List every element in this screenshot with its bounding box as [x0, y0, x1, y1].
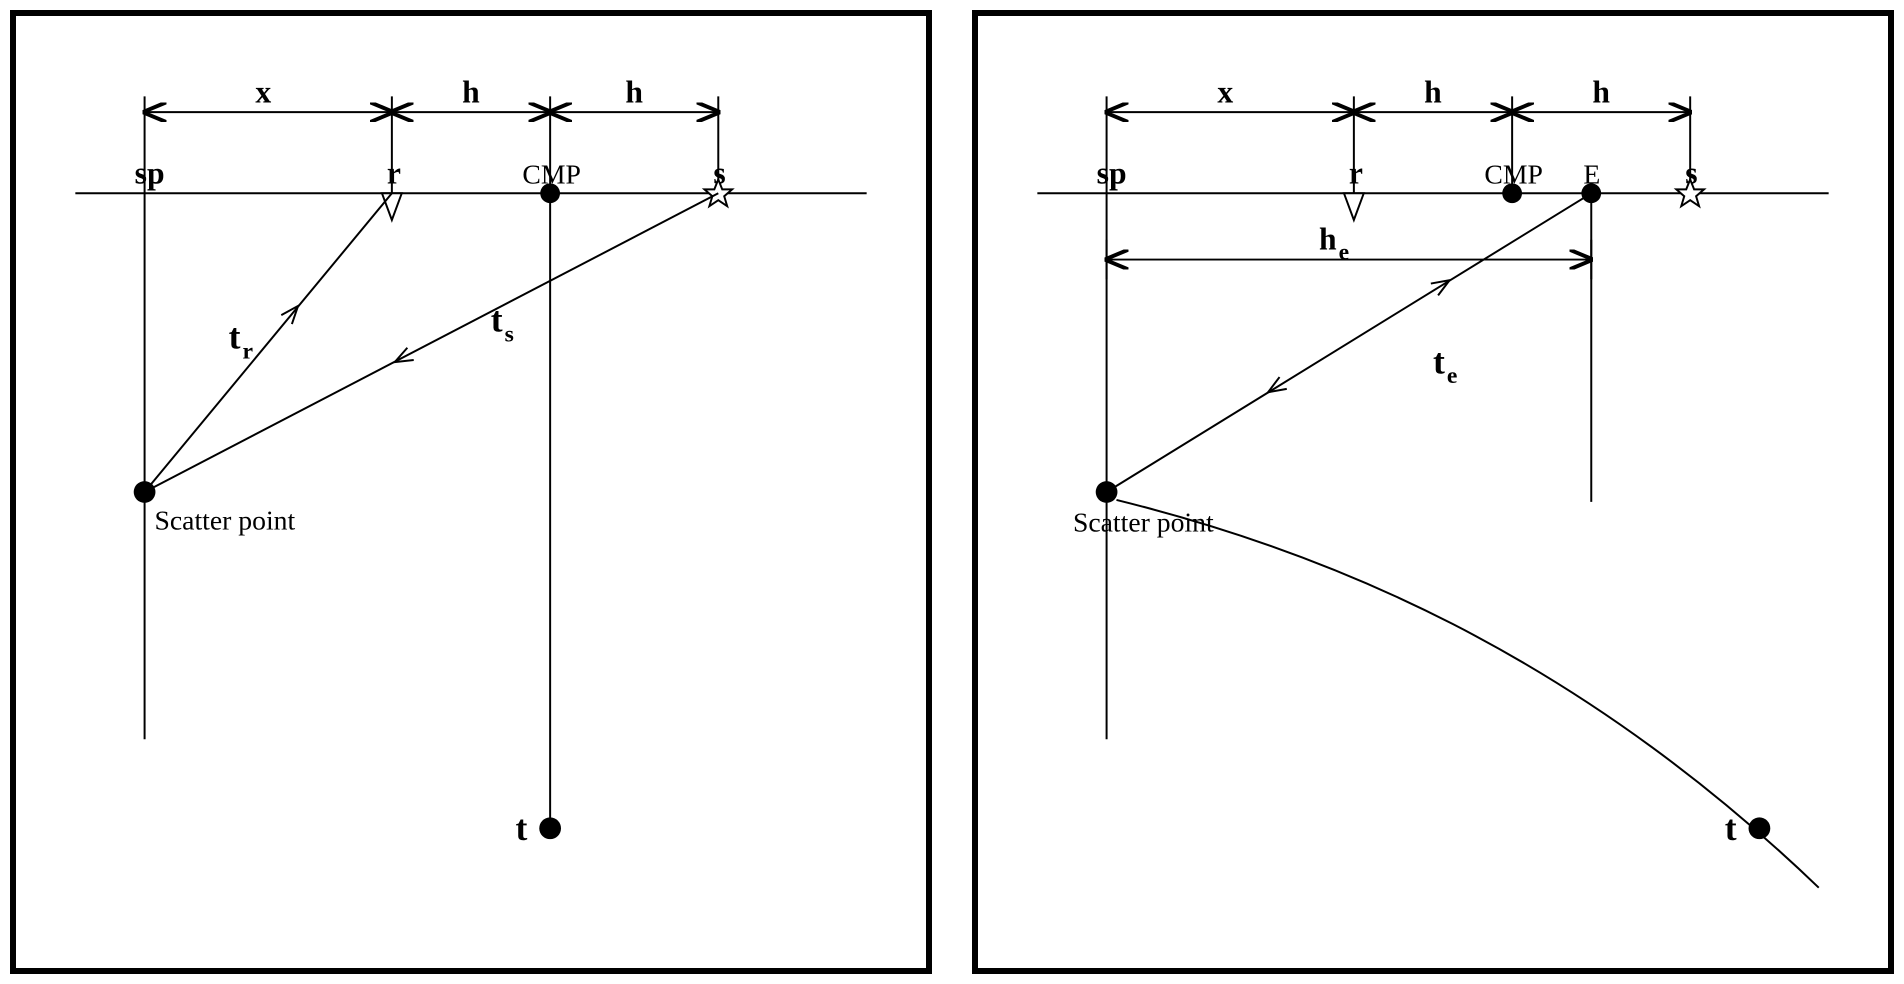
t-label: t [1725, 808, 1737, 848]
dim-h2-label: h [625, 74, 643, 109]
right-panel: x h h sp r CMP E s [972, 10, 1894, 974]
receiver-icon [1344, 193, 1364, 220]
scatter-label: Scatter point [154, 505, 295, 536]
ray-te-label: te [1433, 341, 1457, 389]
dim-h1-label: h [462, 74, 480, 109]
sp-label: sp [135, 155, 165, 190]
scatter-label: Scatter point [1073, 507, 1214, 538]
t-label: t [516, 808, 528, 848]
r-label: r [1349, 155, 1363, 190]
sp-label: sp [1097, 155, 1127, 190]
t-dot [1749, 817, 1771, 839]
receiver-icon [382, 193, 402, 220]
curve-path [1116, 500, 1818, 888]
r-label: r [387, 155, 401, 190]
diagram-container: x h h sp r CMP s Scat [0, 0, 1904, 984]
ray-te [1107, 193, 1592, 492]
ray-tr [145, 193, 392, 492]
left-panel: x h h sp r CMP s Scat [10, 10, 932, 974]
ray-tr-label: tr [229, 317, 254, 365]
source-star-icon [704, 179, 732, 206]
cmp-dot [1502, 183, 1522, 203]
scatter-dot [134, 481, 156, 503]
scatter-dot [1096, 481, 1118, 503]
dim-x-label: x [1217, 74, 1233, 109]
ray-ts-label: ts [491, 300, 514, 348]
dim-h2-label: h [1592, 74, 1610, 109]
t-dot [539, 817, 561, 839]
left-svg: x h h sp r CMP s Scat [16, 16, 926, 968]
source-star-icon [1676, 179, 1704, 206]
dim-x-label: x [255, 74, 271, 109]
right-svg: x h h sp r CMP E s [978, 16, 1888, 968]
dim-h1-label: h [1424, 74, 1442, 109]
